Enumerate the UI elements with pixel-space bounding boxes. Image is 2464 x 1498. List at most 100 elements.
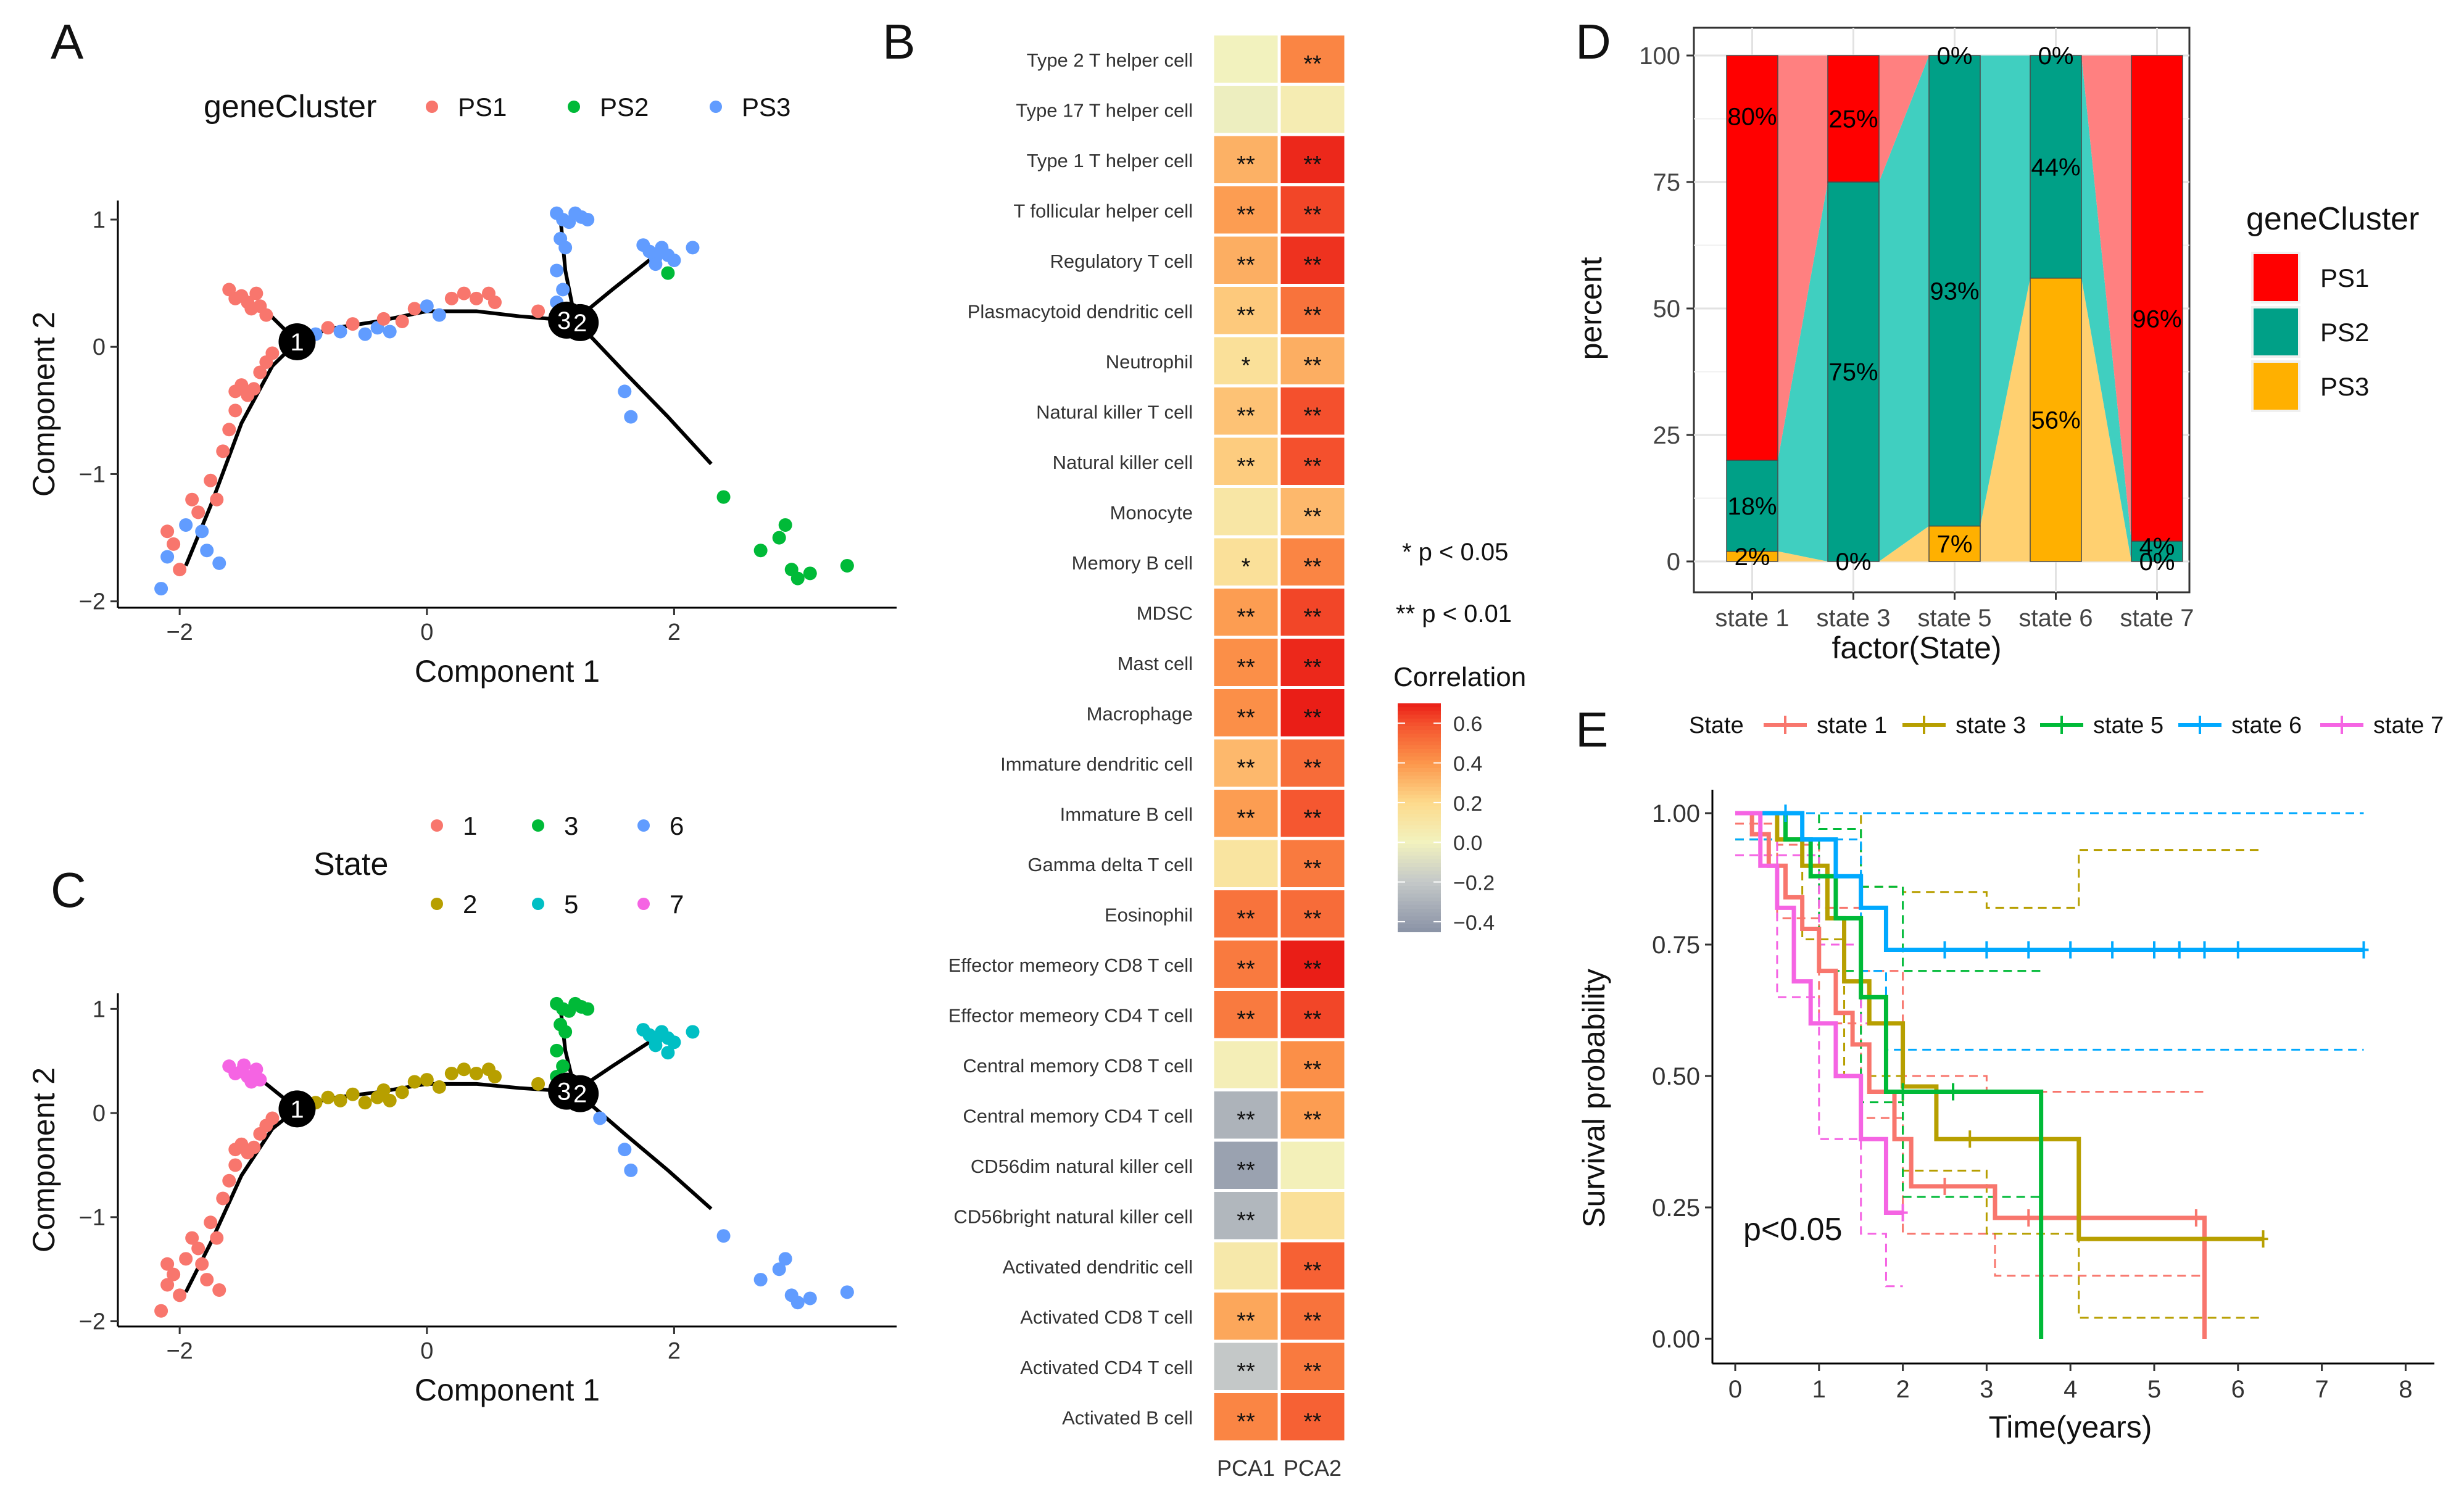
cell-point [204, 1215, 218, 1230]
legend-label: 5 [564, 890, 578, 919]
legend-key [431, 898, 443, 910]
colorbar-segment [1398, 756, 1441, 761]
significance-mark: ** [1237, 705, 1255, 730]
cell-point [154, 1304, 168, 1318]
row-label: Natural killer cell [1053, 452, 1193, 473]
cell-point [212, 1283, 226, 1297]
cell-point [395, 1085, 409, 1099]
colorbar-segment [1398, 878, 1441, 883]
significance-mark: ** [1237, 805, 1255, 831]
legend-key [532, 819, 544, 832]
cell-point [265, 1111, 280, 1125]
bar-data-label: 2% [1735, 544, 1770, 571]
panel-a-y-label: Component 2 [27, 312, 61, 497]
panel-c-legend: 1 2 3 5 6 7 [431, 811, 684, 919]
cell-point [185, 492, 199, 507]
heatmap-cell [1277, 736, 1348, 790]
cell-point [469, 1066, 483, 1080]
colorbar-segment [1398, 722, 1441, 727]
colorbar-segment [1398, 901, 1441, 906]
heatmap-cell [1211, 635, 1281, 689]
colorbar-segment [1398, 909, 1441, 914]
significance-mark: ** [1303, 655, 1322, 681]
panel-e-y-label: Survival probability [1577, 969, 1611, 1228]
significance-mark: ** [1237, 403, 1255, 429]
significance-mark: ** [1237, 453, 1255, 479]
row-label: Activated B cell [1062, 1407, 1193, 1428]
x-tick-label: 7 [2315, 1376, 2328, 1403]
legend-key [2251, 360, 2300, 412]
cell-point [160, 1257, 175, 1271]
colorbar-segment [1398, 829, 1441, 834]
cell-point [661, 266, 675, 280]
y-tick-label: −1 [79, 461, 106, 487]
row-label: Eosinophil [1105, 904, 1193, 925]
heatmap-cell [1211, 736, 1281, 790]
panel-b-colorbar: 0.6 0.4 0.2 0.0 −0.2 −0.4 [1398, 703, 1495, 935]
panel-letter-c: C [51, 863, 86, 917]
cell-point [200, 544, 214, 558]
bar-data-label: 80% [1727, 103, 1777, 130]
colorbar-segment [1398, 844, 1441, 849]
x-tick-label: state 7 [2120, 605, 2194, 632]
y-tick-label: 0.00 [1652, 1326, 1700, 1353]
y-tick-label: 0 [93, 1101, 106, 1127]
heatmap-cell [1211, 1038, 1281, 1091]
colorbar-segment [1398, 745, 1441, 750]
panel-c-x-label: Component 1 [415, 1373, 600, 1407]
significance-mark: ** [1237, 604, 1255, 630]
significance-mark: ** [1237, 202, 1255, 228]
colorbar-segment [1398, 798, 1441, 803]
colorbar-segment [1398, 920, 1441, 925]
row-label: Activated CD4 T cell [1020, 1357, 1193, 1378]
cell-point [686, 1025, 700, 1039]
colorbar-tick-label: 0.4 [1453, 753, 1482, 776]
colorbar-segment [1398, 779, 1441, 784]
bar-data-label: 7% [1937, 531, 1973, 558]
cell-point [376, 1083, 391, 1097]
cell-point [716, 490, 731, 504]
cell-point [376, 312, 391, 326]
cell-point [487, 1070, 502, 1083]
cell-point [321, 321, 335, 335]
colorbar-segment [1398, 753, 1441, 758]
colorbar-segment [1398, 825, 1441, 830]
cell-point [753, 1273, 768, 1287]
panel-d-plot: 80% 25% 0% 0% 96% 18% 75% 93% 44% 4% 2% 0% 7% 56% 0% 0 2… [1639, 27, 2194, 632]
cell-point [593, 1111, 607, 1125]
panel-a-legend-title: geneCluster [204, 89, 376, 125]
colorbar-segment [1398, 802, 1441, 807]
cell-point [333, 1093, 347, 1107]
significance-mark: ** [1237, 152, 1255, 178]
heatmap-cell [1277, 83, 1348, 136]
colorbar-segment [1398, 809, 1441, 814]
cell-point [191, 505, 205, 519]
cell-point [432, 1080, 446, 1094]
legend-label: 2 [463, 890, 477, 919]
legend-label: PS3 [742, 93, 790, 122]
ci-upper [1735, 812, 2263, 909]
colorbar-segment [1398, 718, 1441, 723]
cell-point [154, 582, 168, 596]
cell-point [346, 317, 360, 331]
cell-point [581, 1002, 595, 1016]
y-tick-label: 50 [1653, 296, 1681, 323]
cell-point [531, 304, 545, 318]
legend-label: state 6 [2231, 713, 2302, 739]
significance-mark: ** [1237, 1157, 1255, 1183]
heatmap-cell [1277, 988, 1348, 1041]
cell-point [195, 1257, 209, 1271]
colorbar-segment [1398, 730, 1441, 735]
row-label: Activated CD8 T cell [1020, 1306, 1193, 1328]
cell-point [228, 403, 243, 418]
cell-point [550, 1043, 564, 1057]
panel-e-plot: 0 1 2 3 4 5 6 7 8 0.00 0.25 0.50 0.75 1.00 [1652, 800, 2412, 1403]
colorbar-segment [1398, 871, 1441, 875]
heatmap-cell [1211, 586, 1281, 639]
bar-segment [1928, 525, 1981, 562]
panel-c-ticks: −2 0 2 1 0 −1 −2 [79, 996, 681, 1364]
cell-point [556, 283, 570, 297]
heatmap-cell [1277, 233, 1348, 287]
cell-point [618, 1143, 632, 1157]
panel-b-heatmap: Type 2 T helper cell **Type 17 T helper c… [948, 32, 1526, 1481]
